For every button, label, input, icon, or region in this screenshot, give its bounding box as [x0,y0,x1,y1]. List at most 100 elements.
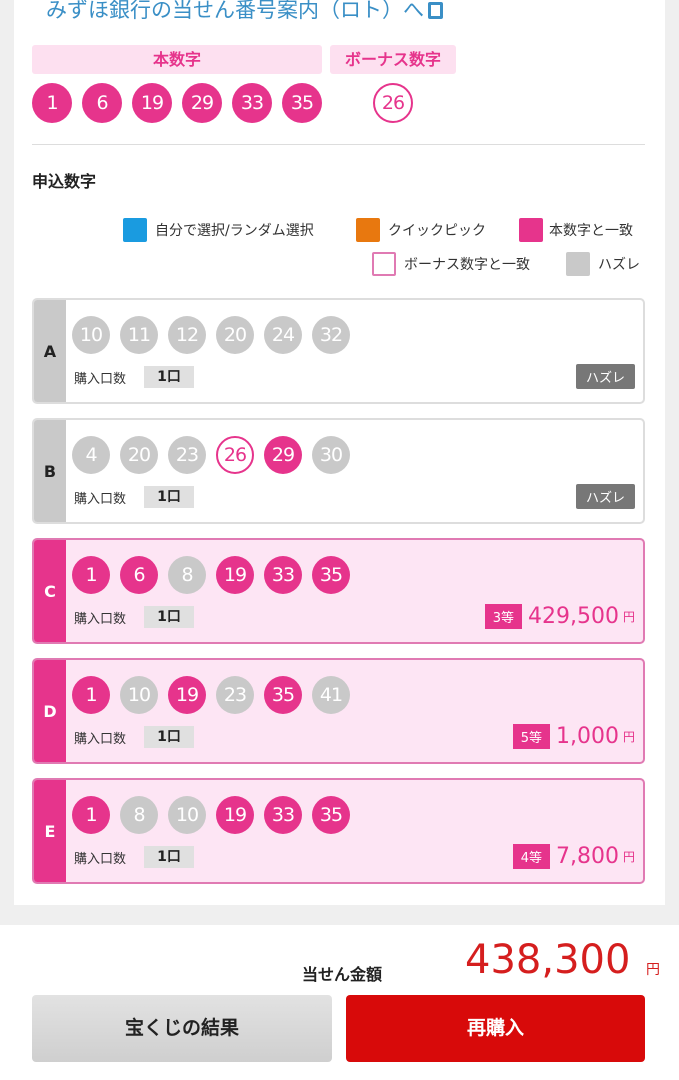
quantity-label: 購入口数 [74,852,127,867]
prize-result: ハズレ [575,364,635,389]
ticket-number-ball: 19 [216,796,254,834]
ticket-number-ball: 4 [72,436,110,474]
quantity-value: 1口 [144,486,194,508]
ticket-b: B 4 20 23 26 29 30 購入口数 1口 ハズレ [32,418,645,524]
ticket-e: E 1 8 10 19 33 35 購入口数 1口 4等 7,800 円 [32,778,645,884]
ticket-number-ball: 23 [168,436,206,474]
quantity-label: 購入口数 [74,612,127,627]
ticket-letter: D [34,660,66,762]
quantity-value: 1口 [144,366,194,388]
mizuho-winning-numbers-link[interactable]: みずほ銀行の当せん番号案内（ロト）へ [46,0,443,24]
bonus-number-ball: 26 [373,83,413,123]
yen-unit: 円 [622,610,635,624]
ticket-number-ball: 35 [312,556,350,594]
ticket-d: D 1 10 19 23 35 41 購入口数 1口 5等 1,000 円 [32,658,645,764]
ticket-number-ball: 35 [264,676,302,714]
quantity-value: 1口 [144,606,194,628]
ticket-number-ball: 30 [312,436,350,474]
legend-self-select: 自分で選択/ランダム選択 [123,218,314,242]
winning-number-ball: 33 [232,83,272,123]
legend-swatch [356,218,380,242]
prize-amount: 429,500 [528,604,619,629]
ticket-letter: B [34,420,66,522]
ticket-number-ball: 20 [216,316,254,354]
winning-number-ball: 35 [282,83,322,123]
ticket-number-ball: 8 [168,556,206,594]
legend-swatch [519,218,543,242]
quantity-value: 1口 [144,726,194,748]
ticket-number-ball: 24 [264,316,302,354]
quantity-value: 1口 [144,846,194,868]
legend-main-match: 本数字と一致 [519,218,633,242]
miss-badge: ハズレ [575,484,635,509]
legend-label: 自分で選択/ランダム選択 [155,223,314,239]
ticket-number-ball: 23 [216,676,254,714]
lottery-results-button[interactable]: 宝くじの結果 [32,995,332,1062]
ticket-number-ball: 10 [72,316,110,354]
ticket-number-ball: 12 [168,316,206,354]
total-yen: 円 [646,962,660,978]
legend-miss: ハズレ [566,252,640,276]
section-title: 申込数字 [32,172,97,191]
legend-label: クイックピック [388,223,486,239]
legend-swatch [566,252,590,276]
quantity-label: 購入口数 [74,492,127,507]
ticket-number-ball: 10 [120,676,158,714]
ticket-number-ball: 19 [216,556,254,594]
ticket-number-ball: 41 [312,676,350,714]
ticket-letter: E [34,780,66,882]
prize-rank-badge: 5等 [512,724,550,749]
prize-result: 5等 1,000 円 [512,724,635,749]
legend-label: ハズレ [598,257,640,273]
yen-unit: 円 [622,730,635,744]
prize-result: 3等 429,500 円 [484,604,635,629]
ticket-letter: A [34,300,66,402]
link-text[interactable]: みずほ銀行の当せん番号案内（ロト）へ [46,0,424,22]
ticket-number-ball: 11 [120,316,158,354]
ticket-number-ball: 10 [168,796,206,834]
total-amount: 438,300 [465,937,631,983]
legend-quick-pick: クイックピック [356,218,486,242]
ticket-number-ball: 8 [120,796,158,834]
winning-number-ball: 6 [82,83,122,123]
ticket-a: A 10 11 12 20 24 32 購入口数 1口 ハズレ [32,298,645,404]
divider [32,144,645,145]
legend-bonus-match: ボーナス数字と一致 [372,252,530,276]
legend-label: ボーナス数字と一致 [404,257,530,273]
ticket-number-ball: 33 [264,796,302,834]
total-label: 当せん金額 [302,965,383,984]
ticket-number-ball: 1 [72,556,110,594]
prize-amount: 1,000 [556,724,619,749]
footer-bar: 当せん金額 438,300 円 宝くじの結果 再購入 [0,925,679,1080]
prize-result: ハズレ [575,484,635,509]
legend-swatch [372,252,396,276]
legend-label: 本数字と一致 [549,223,633,239]
prize-rank-badge: 4等 [512,844,550,869]
ticket-number-ball: 29 [264,436,302,474]
winning-number-ball: 1 [32,83,72,123]
quantity-label: 購入口数 [74,732,127,747]
ticket-number-ball: 6 [120,556,158,594]
external-link-icon [428,2,443,19]
ticket-c: C 1 6 8 19 33 35 購入口数 1口 3等 429,500 円 [32,538,645,644]
winning-number-ball: 29 [182,83,222,123]
ticket-number-ball: 1 [72,676,110,714]
bonus-number-header: ボーナス数字 [330,45,456,74]
prize-result: 4等 7,800 円 [512,844,635,869]
main-numbers-header: 本数字 [32,45,322,74]
ticket-number-ball: 35 [312,796,350,834]
ticket-number-ball: 20 [120,436,158,474]
ticket-letter: C [34,540,66,642]
winning-number-ball: 19 [132,83,172,123]
miss-badge: ハズレ [575,364,635,389]
ticket-number-ball: 32 [312,316,350,354]
ticket-number-ball: 26 [216,436,254,474]
ticket-number-ball: 1 [72,796,110,834]
prize-amount: 7,800 [556,844,619,869]
yen-unit: 円 [622,850,635,864]
ticket-number-ball: 19 [168,676,206,714]
prize-rank-badge: 3等 [484,604,522,629]
quantity-label: 購入口数 [74,372,127,387]
repurchase-button[interactable]: 再購入 [346,995,645,1062]
legend-swatch [123,218,147,242]
